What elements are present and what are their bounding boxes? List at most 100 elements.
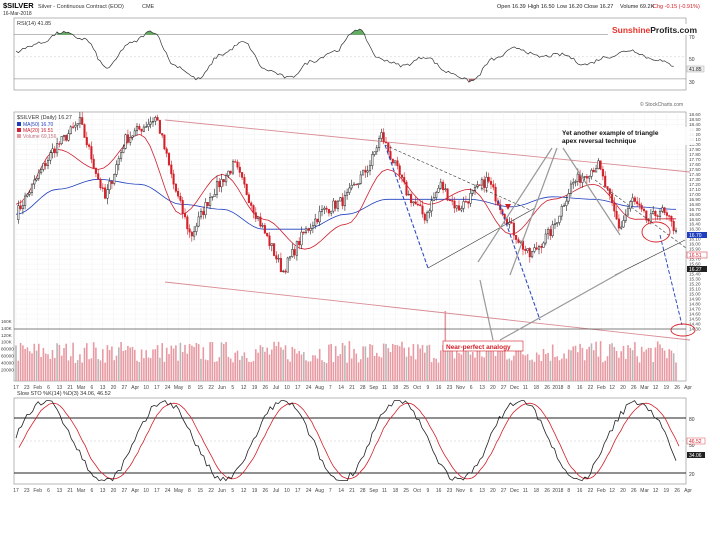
volume-bar bbox=[565, 358, 568, 381]
x-tick-label: 16 bbox=[577, 488, 583, 494]
volume-bar bbox=[481, 356, 483, 381]
price-tick-label: 15.00 bbox=[689, 292, 701, 297]
volume-bar bbox=[197, 344, 200, 381]
candle bbox=[405, 180, 408, 197]
volume-bar bbox=[462, 351, 465, 381]
x-tick-label: Sep bbox=[369, 385, 378, 391]
volume-bar bbox=[497, 349, 499, 381]
volume-bar bbox=[81, 362, 83, 381]
x-tick-label: Feb bbox=[33, 488, 42, 494]
candle bbox=[110, 180, 113, 189]
x-tick-label: 21 bbox=[349, 385, 355, 391]
volume-bar bbox=[152, 349, 154, 381]
volume-bar bbox=[414, 359, 417, 381]
volume-bar bbox=[334, 346, 337, 381]
volume-bar bbox=[314, 355, 316, 381]
candle bbox=[35, 177, 38, 182]
candle bbox=[74, 121, 77, 132]
x-tick-label: 26 bbox=[544, 385, 550, 391]
price-tick-label: 15.40 bbox=[689, 272, 701, 277]
candle bbox=[606, 186, 609, 191]
volume-bar bbox=[79, 354, 81, 381]
volume-bar bbox=[659, 344, 661, 381]
legend-swatch-ma20 bbox=[17, 128, 21, 132]
volume-bar bbox=[60, 355, 63, 381]
candle bbox=[437, 185, 440, 194]
candle bbox=[341, 193, 344, 210]
price-tick-label: 15.90 bbox=[689, 247, 701, 252]
candle bbox=[462, 196, 465, 213]
price-tick-label: 16.10 bbox=[689, 237, 701, 242]
candle bbox=[62, 134, 66, 142]
volume-bar bbox=[348, 341, 351, 381]
legend-ma20: MA(20) 16.51 bbox=[23, 128, 54, 134]
rsi-panel bbox=[13, 17, 687, 91]
x-tick-label: Mar bbox=[77, 488, 86, 494]
candle bbox=[457, 200, 461, 211]
x-tick-label: 17 bbox=[295, 488, 301, 494]
volume-bar bbox=[213, 361, 216, 381]
volume-bar bbox=[430, 362, 433, 381]
volume-bar bbox=[487, 350, 490, 381]
candle bbox=[569, 180, 573, 197]
volume-bar bbox=[115, 355, 118, 381]
current-triangle-upper bbox=[594, 179, 687, 249]
volume-value: Volume 69.2K bbox=[620, 4, 655, 10]
volume-bar bbox=[72, 342, 74, 381]
volume-bar bbox=[640, 346, 643, 381]
volume-bar bbox=[154, 349, 157, 381]
price-tick-label: 17.40 bbox=[689, 172, 701, 177]
x-tick-label: Aug bbox=[315, 385, 324, 391]
volume-bar bbox=[184, 344, 186, 381]
candle bbox=[419, 201, 422, 207]
volume-bar bbox=[140, 349, 143, 381]
x-tick-label: 20 bbox=[111, 385, 117, 391]
candle bbox=[661, 204, 664, 214]
price-tick-label: 14.60 bbox=[689, 312, 701, 317]
candle bbox=[46, 157, 50, 169]
volume-bar bbox=[298, 351, 300, 381]
symbol-label: $SILVER bbox=[3, 1, 34, 10]
volume-bar bbox=[458, 352, 460, 381]
candle bbox=[81, 111, 84, 125]
volume-bar bbox=[92, 342, 95, 381]
candle bbox=[51, 143, 54, 159]
volume-bar bbox=[220, 342, 223, 381]
legend-swatch-ma50 bbox=[17, 122, 21, 126]
volume-bar bbox=[134, 349, 136, 381]
price-tick-label: 16.70 bbox=[689, 207, 701, 212]
candle bbox=[624, 209, 627, 223]
candle bbox=[26, 193, 29, 198]
volume-bar bbox=[181, 352, 184, 381]
candle bbox=[410, 192, 413, 207]
analogy-line-2 bbox=[499, 269, 626, 341]
candle bbox=[154, 115, 157, 126]
candle bbox=[540, 243, 543, 254]
ma50-tag-box bbox=[687, 232, 707, 238]
x-tick-label: 13 bbox=[479, 488, 485, 494]
volume-bar bbox=[485, 349, 488, 381]
x-tick-label: 6 bbox=[470, 385, 473, 391]
candle bbox=[565, 195, 568, 211]
volume-bar bbox=[99, 360, 102, 381]
price-tick-label: 16.30 bbox=[689, 227, 701, 232]
candle bbox=[448, 198, 451, 202]
volume-bar bbox=[629, 348, 632, 381]
volume-bar bbox=[28, 351, 31, 381]
candle bbox=[373, 151, 376, 157]
x-tick-label: 22 bbox=[588, 488, 594, 494]
volume-bar bbox=[229, 358, 232, 381]
x-tick-label: 14 bbox=[338, 488, 344, 494]
x-tick-label: 21 bbox=[349, 488, 355, 494]
candle bbox=[126, 129, 129, 145]
price-tick-label: 17.90 bbox=[689, 147, 701, 152]
price-tick-label: 16.90 bbox=[689, 197, 701, 202]
x-tick-label: 2018 bbox=[552, 385, 563, 391]
candle bbox=[595, 164, 598, 173]
volume-bar bbox=[634, 342, 636, 381]
x-tick-label: Mar bbox=[640, 488, 649, 494]
upper-channel-line bbox=[164, 119, 691, 173]
volume-bar bbox=[323, 361, 326, 381]
price-tick-label: 15.60 bbox=[689, 262, 701, 267]
